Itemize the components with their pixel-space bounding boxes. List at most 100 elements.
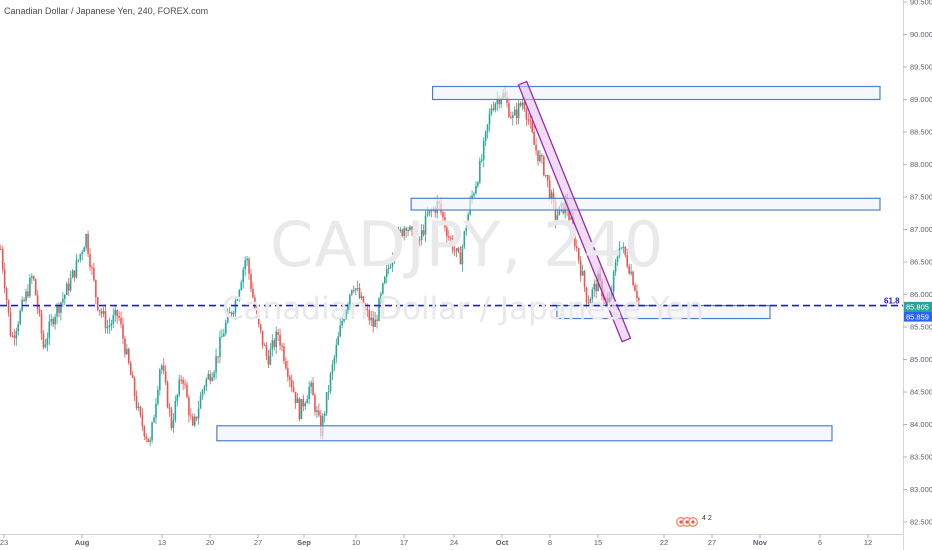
candle-body [467, 214, 469, 229]
candle-body [83, 247, 85, 253]
time-axis-label: 8 [548, 538, 552, 547]
chart-title: Canadian Dollar / Japanese Yen, 240, FOR… [4, 6, 209, 16]
candle-body [356, 288, 359, 290]
candle-body [444, 217, 446, 228]
time-axis-label: 13 [158, 538, 166, 547]
candle-body [455, 248, 458, 251]
candle-body [195, 416, 198, 419]
candle-body [531, 121, 533, 132]
candle-body [457, 248, 460, 253]
candle-body [143, 426, 146, 437]
candle-body [217, 356, 219, 358]
candle-body [15, 331, 18, 339]
candle-body [581, 271, 584, 276]
candle-body [304, 403, 307, 407]
candle-body [254, 297, 256, 309]
candle-body [510, 116, 512, 119]
candle-body [513, 109, 516, 116]
candle-body [168, 407, 171, 410]
candle-body [139, 406, 142, 416]
candle-body [465, 228, 468, 232]
time-axis-label: Oct [496, 538, 509, 547]
price-axis-label: 85.500 [910, 323, 932, 332]
candle-body [318, 410, 320, 416]
candle-body [215, 356, 217, 373]
candle-body [498, 98, 501, 105]
trend-channel [517, 80, 632, 343]
candle-body [296, 398, 299, 404]
candle-body [48, 321, 51, 339]
time-axis-label: 22 [660, 538, 668, 547]
candle-body [232, 312, 235, 315]
candle-body [137, 406, 140, 408]
candle-body [180, 379, 182, 381]
candle-body [393, 253, 396, 259]
candle-body [403, 228, 405, 236]
candle-body [422, 230, 425, 235]
candle-body [157, 389, 159, 404]
candle-body [46, 338, 49, 345]
candle-body [577, 248, 580, 261]
candle-body [1, 249, 4, 270]
candle-body [7, 300, 10, 313]
candle-body [240, 282, 243, 291]
candle-body [34, 279, 37, 296]
candle-body [323, 413, 326, 416]
candle-body [234, 300, 237, 313]
time-axis-label: Sep [297, 538, 311, 547]
candle-body [378, 298, 380, 321]
candle-body [576, 246, 578, 249]
candle-body [347, 304, 349, 311]
time-axis[interactable]: 23 Aug 13 20 27 Sep 10 17 24 Oct 8 15 22 27 Nov 6 12 [0, 534, 903, 547]
candle-body [533, 131, 535, 145]
candle-body [248, 258, 250, 274]
candle-body [473, 193, 475, 196]
candle-body [135, 396, 138, 408]
reference-layer: 61.8 [0, 297, 903, 307]
candle-body [36, 295, 39, 309]
price-axis-label: 90.000 [910, 30, 932, 39]
candle-body [343, 318, 345, 321]
candle-body [541, 154, 543, 157]
candle-body [29, 277, 31, 297]
zone-rectangle [216, 425, 833, 442]
time-axis-label: Aug [75, 538, 90, 547]
candle-body [141, 415, 144, 427]
price-axis-label: 89.000 [910, 95, 932, 104]
candle-body [292, 387, 295, 392]
candle-body [372, 317, 374, 327]
event-badge-group[interactable]: 4 2 [676, 515, 712, 527]
candle-body [162, 365, 165, 372]
candle-body [118, 316, 120, 318]
time-axis-label: 24 [450, 538, 458, 547]
price-axis[interactable]: 90.500 90.000 89.500 89.000 88.500 88.000 87.5… [903, 0, 932, 550]
price-axis-label: 84.000 [910, 420, 932, 429]
candle-body [13, 336, 16, 339]
candle-body [271, 340, 274, 350]
candle-body [238, 290, 241, 300]
candle-body [416, 239, 419, 246]
candle-body [244, 260, 246, 270]
candle-body [178, 379, 181, 395]
candle-body [44, 344, 47, 348]
candle-body [112, 315, 115, 324]
time-axis-label: 20 [206, 538, 214, 547]
candle-body [391, 258, 394, 267]
candle-body [147, 438, 149, 442]
candle-body [60, 302, 62, 313]
candle-body [298, 398, 301, 420]
candle-body [552, 192, 555, 202]
candle-body [459, 252, 462, 265]
candle-body [593, 283, 596, 290]
reference-price-tag: 85.859 [906, 312, 929, 321]
candle-body [628, 266, 630, 274]
candle-body [446, 227, 448, 237]
candle-body [116, 309, 118, 317]
candle-body [256, 308, 258, 317]
candle-body [451, 238, 454, 251]
candle-body [110, 323, 113, 326]
candle-body [632, 271, 634, 286]
fib-61-8-label: 61.8 [884, 297, 900, 306]
candle-body [490, 108, 493, 114]
